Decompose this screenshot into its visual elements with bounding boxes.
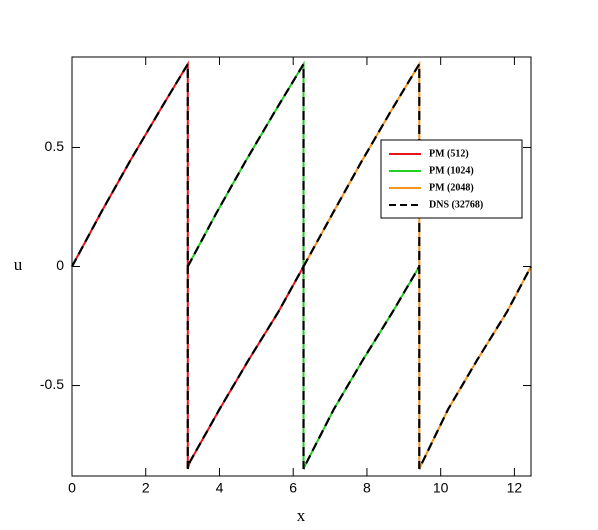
y-tick-label: 0 [56,257,64,273]
series-line [71,60,532,470]
x-tick-label: 12 [507,480,523,496]
series-line [302,60,532,470]
y-axis-label: u [14,255,23,274]
legend-label: PM (2048) [429,182,474,193]
x-axis-label: x [297,506,306,525]
x-tick-label: 8 [363,480,371,496]
x-tick-label: 10 [433,480,449,496]
legend-label: PM (512) [429,148,469,159]
x-tick-label: 0 [68,480,76,496]
y-tick-label: -0.5 [40,376,64,392]
x-tick-label: 6 [289,480,297,496]
legend-label: DNS (32768) [429,199,483,210]
x-tick-label: 4 [216,480,224,496]
legend-label: PM (1024) [429,165,474,176]
plot-frame [71,56,532,477]
y-tick-label: 0.5 [45,138,65,154]
x-tick-label: 2 [142,480,150,496]
